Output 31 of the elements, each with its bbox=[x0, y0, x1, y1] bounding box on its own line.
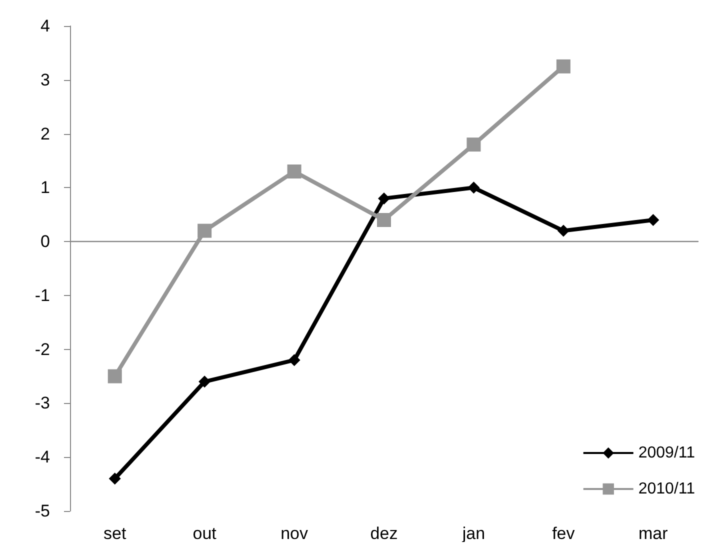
point bbox=[556, 59, 570, 74]
y-tick-label: 2 bbox=[40, 124, 50, 144]
x-tick-label: set bbox=[104, 524, 126, 543]
point bbox=[377, 213, 391, 227]
x-tick-label: nov bbox=[280, 524, 308, 543]
point bbox=[198, 376, 211, 388]
legend-label: 2010/11 bbox=[638, 480, 696, 498]
point bbox=[287, 164, 302, 178]
y-tick-label: -2 bbox=[34, 340, 50, 359]
y-tick-label: -4 bbox=[34, 448, 50, 467]
point bbox=[288, 354, 300, 366]
x-tick-label: dez bbox=[370, 524, 398, 543]
y-tick-label: 3 bbox=[40, 70, 50, 90]
legend-label: 2009/11 bbox=[638, 444, 696, 462]
y-tick-label: 0 bbox=[40, 232, 50, 252]
x-tick-label: out bbox=[192, 524, 217, 543]
x-tick-label: fev bbox=[552, 524, 576, 543]
point bbox=[647, 214, 660, 226]
y-tick-label: -3 bbox=[34, 394, 50, 413]
y-tick-label: -1 bbox=[34, 286, 50, 305]
point bbox=[466, 138, 481, 152]
y-tick-label: 4 bbox=[40, 16, 50, 36]
point bbox=[557, 224, 570, 237]
point bbox=[108, 472, 121, 485]
point bbox=[468, 182, 480, 194]
point bbox=[108, 369, 122, 384]
y-tick-label: -5 bbox=[34, 502, 50, 520]
x-tick-label: mar bbox=[638, 524, 668, 543]
point bbox=[198, 224, 212, 238]
point bbox=[378, 192, 390, 204]
y-tick-label: 1 bbox=[40, 178, 50, 198]
